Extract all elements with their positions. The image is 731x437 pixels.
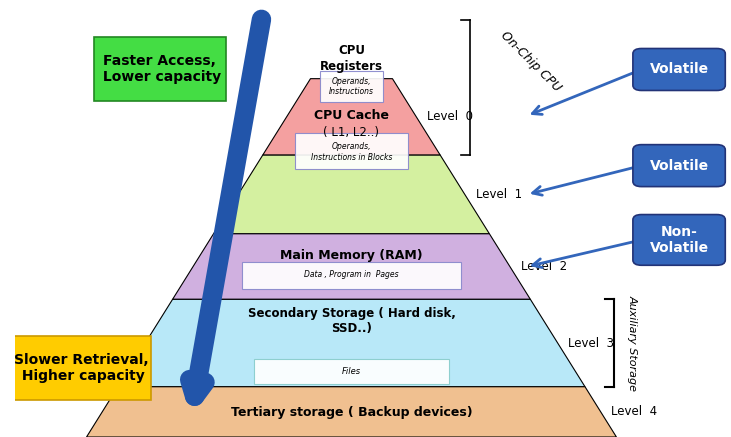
FancyBboxPatch shape bbox=[295, 133, 408, 169]
Text: Main Memory (RAM): Main Memory (RAM) bbox=[280, 249, 423, 262]
Polygon shape bbox=[118, 299, 585, 387]
Text: Faster Access,
 Lower capacity: Faster Access, Lower capacity bbox=[99, 54, 221, 84]
Polygon shape bbox=[262, 79, 440, 155]
FancyBboxPatch shape bbox=[254, 359, 449, 384]
Text: Files: Files bbox=[342, 367, 361, 375]
Text: Non-
Volatile: Non- Volatile bbox=[650, 225, 708, 255]
Text: Level  4: Level 4 bbox=[611, 406, 658, 418]
FancyBboxPatch shape bbox=[633, 215, 725, 265]
Polygon shape bbox=[213, 155, 490, 234]
Text: Volatile: Volatile bbox=[650, 62, 708, 76]
Text: Level  1: Level 1 bbox=[476, 188, 522, 201]
Text: Level  2: Level 2 bbox=[520, 260, 567, 273]
Text: ( L1, L2..): ( L1, L2..) bbox=[324, 126, 379, 139]
FancyBboxPatch shape bbox=[633, 145, 725, 187]
FancyBboxPatch shape bbox=[320, 71, 383, 102]
Text: Operands,
Instructions: Operands, Instructions bbox=[329, 77, 374, 96]
Text: CPU Cache: CPU Cache bbox=[314, 109, 389, 122]
Text: CPU: CPU bbox=[338, 44, 365, 57]
FancyBboxPatch shape bbox=[94, 37, 226, 101]
FancyBboxPatch shape bbox=[633, 49, 725, 90]
Text: Tertiary storage ( Backup devices): Tertiary storage ( Backup devices) bbox=[231, 406, 472, 419]
FancyBboxPatch shape bbox=[242, 262, 461, 289]
Text: Level  3: Level 3 bbox=[569, 336, 615, 350]
Text: Registers: Registers bbox=[320, 60, 383, 73]
FancyBboxPatch shape bbox=[11, 336, 151, 400]
Text: Slower Retrieval,
 Higher capacity: Slower Retrieval, Higher capacity bbox=[14, 353, 148, 383]
Text: Level  0: Level 0 bbox=[427, 111, 473, 123]
Text: On-Chip CPU: On-Chip CPU bbox=[499, 28, 564, 94]
Polygon shape bbox=[86, 387, 616, 437]
Text: Volatile: Volatile bbox=[650, 159, 708, 173]
Text: Operands,
Instructions in Blocks: Operands, Instructions in Blocks bbox=[311, 142, 392, 162]
Text: Data , Program in  Pages: Data , Program in Pages bbox=[304, 271, 399, 279]
Text: Secondary Storage ( Hard disk,
SSD..): Secondary Storage ( Hard disk, SSD..) bbox=[248, 307, 455, 335]
Polygon shape bbox=[173, 234, 531, 299]
Text: Auxiliary Storage: Auxiliary Storage bbox=[627, 295, 637, 391]
